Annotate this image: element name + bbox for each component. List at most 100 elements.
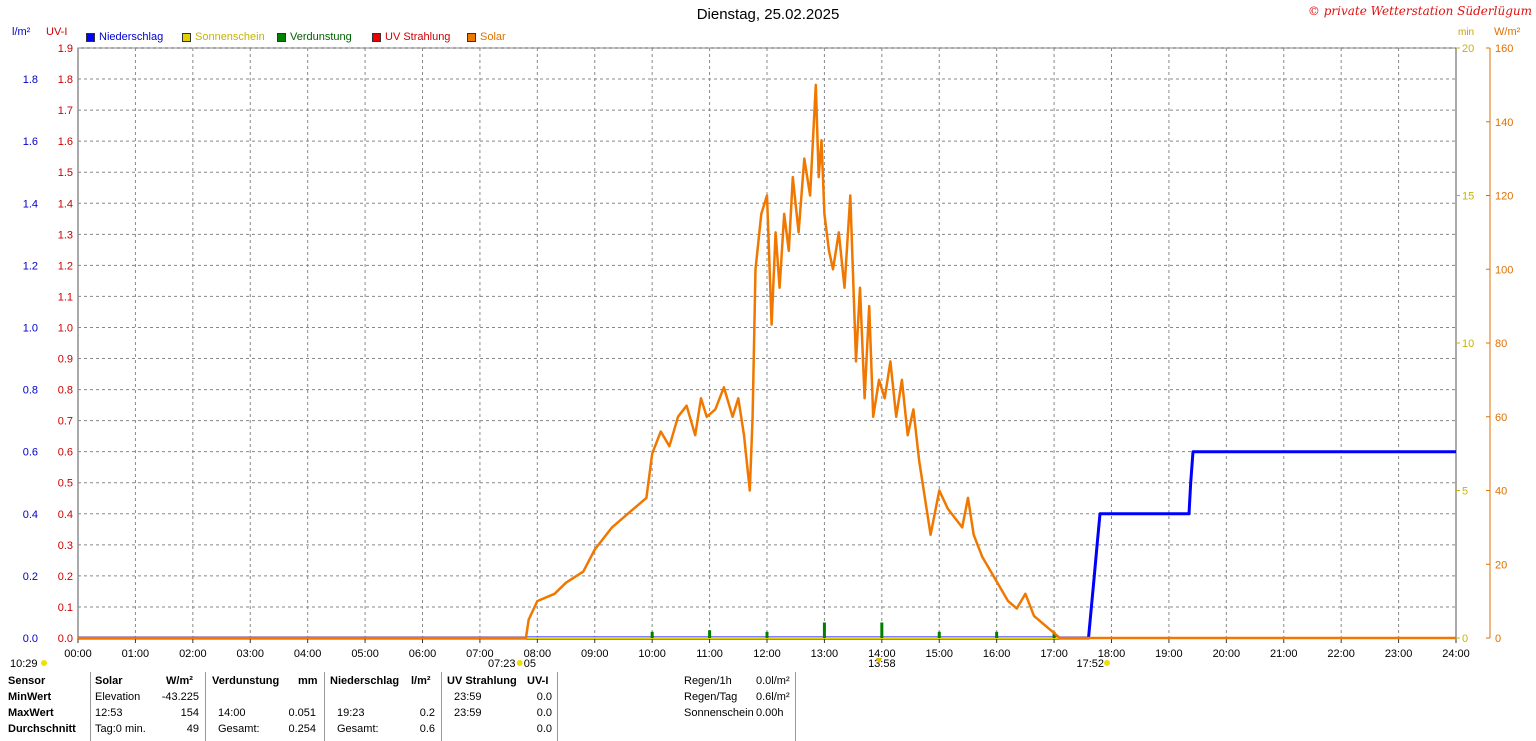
uv-tick-label: 1.6 (58, 136, 73, 148)
x-tick-label: 05:00 (351, 648, 379, 660)
header-solar-unit: W/m² (166, 675, 193, 687)
uv-tick-label: 0.1 (58, 602, 73, 614)
uv-tick-label: 0.2 (58, 571, 73, 583)
x-tick-label: 12:00 (753, 648, 781, 660)
x-tick-label: 11:00 (696, 648, 723, 660)
uv-tick-label: 1.5 (58, 167, 73, 179)
x-tick-label: 15:00 (925, 648, 953, 660)
x-tick-label: 02:00 (179, 648, 207, 660)
row-label: Durchschnitt (8, 723, 76, 735)
uv-tick-label: 0.9 (58, 354, 73, 366)
precip-tick-label: 1.8 (23, 74, 38, 86)
sun-tick-label: 15 (1462, 191, 1474, 203)
nied-value: 0.2 (420, 707, 435, 719)
uv-tick-label: 1.7 (58, 105, 73, 117)
header-nied-unit: l/m² (411, 675, 431, 687)
x-tick-label: 19:00 (1155, 648, 1183, 660)
x-tick-label: 17:00 (1040, 648, 1068, 660)
x-tick-label: 09:00 (581, 648, 609, 660)
verd-value: 0.254 (288, 723, 316, 735)
solar-tick-label: 160 (1495, 43, 1513, 55)
verd-value: 0.051 (288, 707, 316, 719)
precip-tick-label: 0.6 (23, 447, 38, 459)
verd-time: Gesamt: (218, 723, 260, 735)
summary-label: Regen/1h (684, 675, 732, 687)
precip-tick-label: 0.4 (23, 509, 38, 521)
x-tick-label: 03:00 (236, 648, 264, 660)
uv-tick-label: 0.8 (58, 385, 73, 397)
sun-tick-label: 20 (1462, 43, 1474, 55)
left-marker: 10:29 (10, 658, 38, 670)
x-tick-label: 21:00 (1270, 648, 1298, 660)
nied-time: Gesamt: (337, 723, 379, 735)
sunrise-marker: 07:23 (488, 658, 516, 670)
uv-tick-label: 0.6 (58, 447, 73, 459)
verd-time: 14:00 (218, 707, 246, 719)
x-tick-label: 10:00 (638, 648, 666, 660)
x-tick-label: 20:00 (1213, 648, 1241, 660)
x-tick-label: 24:00 (1442, 648, 1470, 660)
uv-tick-label: 1.3 (58, 229, 73, 241)
sun-marker-dot (517, 660, 523, 666)
uv-tick-label: 1.0 (58, 322, 73, 334)
sun-tick-label: 5 (1462, 486, 1468, 498)
uv-time: 23:59 (454, 691, 482, 703)
x-tick-label: 22:00 (1327, 648, 1355, 660)
solar-time: 12:53 (95, 707, 123, 719)
solar-tick-label: 0 (1495, 633, 1501, 645)
header-verd-unit: mm (298, 675, 318, 687)
precip-tick-label: 0.8 (23, 385, 38, 397)
uv-value: 0.0 (537, 691, 552, 703)
summary-label: Regen/Tag (684, 691, 737, 703)
x-tick-label: 06:00 (409, 648, 437, 660)
sun-tick-label: 10 (1462, 338, 1474, 350)
row-label: MaxWert (8, 707, 54, 719)
nied-time: 19:23 (337, 707, 365, 719)
header-niederschlag: Niederschlag (330, 675, 399, 687)
sun-marker-dot (1104, 660, 1110, 666)
header-sensor: Sensor (8, 675, 45, 687)
row-label: MinWert (8, 691, 51, 703)
sunset-marker: 17:52 (1077, 658, 1105, 670)
precip-tick-label: 0.0 (23, 633, 38, 645)
solar-value: -43.225 (162, 691, 199, 703)
summary-value: 0.0l/m² (756, 675, 790, 687)
solar-value: 49 (187, 723, 199, 735)
header-solar: Solar (95, 675, 123, 687)
x-tick-label: 16:00 (983, 648, 1011, 660)
noon-marker: 13:58 (868, 658, 896, 670)
summary-value: 0.00h (756, 707, 784, 719)
solar-tick-label: 140 (1495, 117, 1513, 129)
sun-marker-dot (41, 660, 47, 666)
uv-tick-label: 1.9 (58, 43, 73, 55)
x-tick-label: 01:00 (122, 648, 150, 660)
solar-tick-label: 100 (1495, 264, 1513, 276)
x-tick-label: 13:00 (811, 648, 839, 660)
sunrise-tail-marker: 05 (524, 658, 536, 670)
nied-value: 0.6 (420, 723, 435, 735)
sun-tick-label: 0 (1462, 633, 1468, 645)
uv-tick-label: 0.5 (58, 478, 73, 490)
x-tick-label: 00:00 (64, 648, 92, 660)
summary-label: Sonnenschein (684, 707, 754, 719)
solar-tick-label: 80 (1495, 338, 1507, 350)
solar-time: Tag:0 min. (95, 723, 146, 735)
uv-time: 23:59 (454, 707, 482, 719)
uv-value: 0.0 (537, 707, 552, 719)
uv-tick-label: 1.2 (58, 260, 73, 272)
uv-tick-label: 0.0 (58, 633, 73, 645)
x-tick-label: 23:00 (1385, 648, 1413, 660)
precip-tick-label: 1.4 (23, 198, 38, 210)
solar-time: Elevation (95, 691, 140, 703)
solar-value: 154 (181, 707, 199, 719)
solar-tick-label: 120 (1495, 191, 1513, 203)
weather-chart: 00:00 01:00 02:00 03:00 04:00 05:00 06:00 07:00… (0, 0, 1536, 672)
uv-tick-label: 1.8 (58, 74, 73, 86)
precip-tick-label: 1.2 (23, 260, 38, 272)
uv-tick-label: 1.1 (58, 291, 73, 303)
header-uv-unit: UV-I (527, 675, 548, 687)
solar-tick-label: 60 (1495, 412, 1507, 424)
uv-tick-label: 0.7 (58, 416, 73, 428)
precip-tick-label: 1.0 (23, 322, 38, 334)
solar-tick-label: 40 (1495, 486, 1507, 498)
